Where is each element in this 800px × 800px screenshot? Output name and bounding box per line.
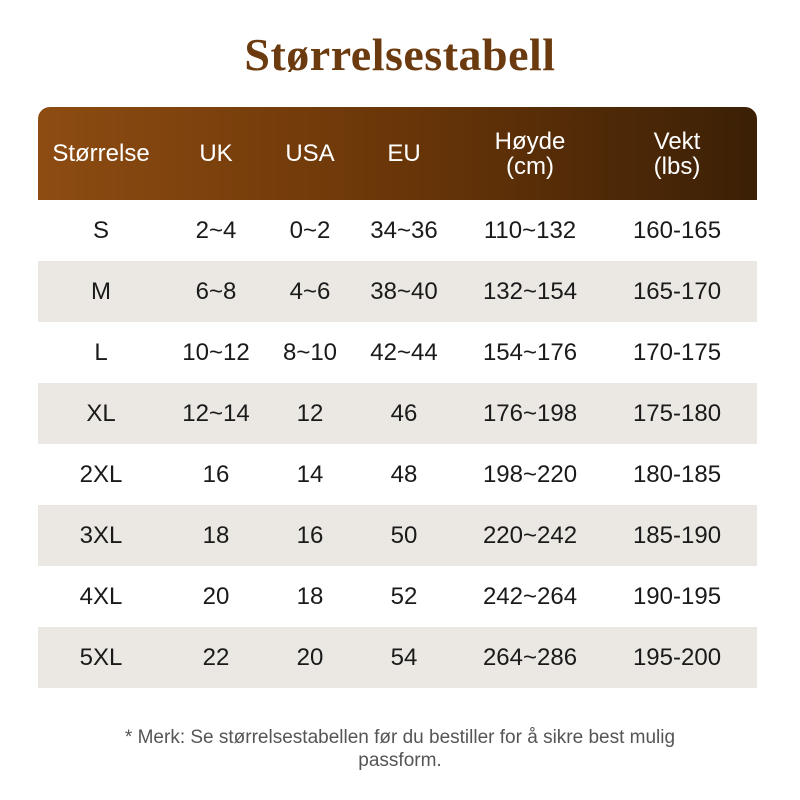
table-row: 5XL 22 20 54 264~286 195-200 (38, 627, 757, 688)
table-cell: 6~8 (195, 277, 237, 305)
table-row: 4XL 20 18 52 242~264 190-195 (38, 566, 757, 627)
table-cell: 175-180 (632, 399, 722, 427)
header-text: (cm) (506, 152, 554, 180)
header-cell: EU (387, 107, 420, 200)
table-row: M 6~8 4~6 38~40 132~154 165-170 (38, 261, 757, 322)
footnote-line: passform. (358, 750, 442, 771)
table-row: XL 12~14 12 46 176~198 175-180 (38, 383, 757, 444)
table-cell: 195-200 (632, 643, 722, 671)
table-cell: 2~4 (195, 216, 237, 244)
header-text: EU (387, 140, 421, 167)
table-cell: 5XL (79, 643, 123, 671)
table-cell: 16 (202, 460, 230, 488)
table-cell: 180-185 (632, 460, 722, 488)
table-cell: 12~14 (182, 399, 250, 427)
header-text: (lbs) (653, 152, 701, 180)
table-cell: 18 (202, 521, 230, 549)
header-cell: Størrelse (52, 107, 149, 200)
table-cell: 16 (296, 521, 324, 549)
size-table: Størrelse UK USA EU Høyde (cm) Vekt (lbs) S 2~4 0~… (38, 107, 757, 688)
table-cell: 176~198 (482, 399, 578, 427)
table-cell: 48 (390, 460, 418, 488)
table-cell: 8~10 (282, 338, 338, 366)
header-cell: UK (199, 107, 232, 200)
table-row: 3XL 18 16 50 220~242 185-190 (38, 505, 757, 566)
table-cell: 50 (390, 521, 418, 549)
header-text: Størrelse (52, 140, 150, 167)
table-cell: 220~242 (482, 521, 578, 549)
table-cell: 190-195 (632, 582, 722, 610)
table-cell: 34~36 (370, 216, 438, 244)
table-cell: 185-190 (632, 521, 722, 549)
footnote: * Merk: Se størrelsestabellen før du bes… (0, 726, 800, 772)
table-cell: XL (86, 399, 116, 427)
table-cell: 14 (296, 460, 324, 488)
table-cell: M (91, 277, 111, 305)
table-row: 2XL 16 14 48 198~220 180-185 (38, 444, 757, 505)
header-text: USA (285, 140, 335, 167)
table-cell: 12 (296, 399, 324, 427)
table-cell: 46 (390, 399, 418, 427)
table-cell: 42~44 (370, 338, 438, 366)
table-cell: 4~6 (289, 277, 331, 305)
header-cell: USA (285, 107, 334, 200)
table-cell: 132~154 (482, 277, 578, 305)
table-cell: 160-165 (632, 216, 722, 244)
table-cell: 4XL (79, 582, 123, 610)
table-cell: 264~286 (482, 643, 578, 671)
table-cell: 242~264 (482, 582, 578, 610)
table-cell: 3XL (79, 521, 123, 549)
header-cell: Vekt (lbs) (654, 107, 701, 200)
header-row: Størrelse UK USA EU Høyde (cm) Vekt (lbs) (38, 107, 757, 200)
table-cell: 2XL (79, 460, 123, 488)
table-cell: 10~12 (182, 338, 250, 366)
table-cell: S (92, 216, 110, 244)
table-cell: 110~132 (483, 216, 577, 244)
table-cell: 170-175 (632, 338, 722, 366)
header-text: UK (199, 140, 233, 167)
table-row: S 2~4 0~2 34~36 110~132 160-165 (38, 200, 757, 261)
footnote-line: * Merk: Se størrelsestabellen før du bes… (124, 727, 676, 748)
table-cell: L (94, 338, 108, 366)
table-row: L 10~12 8~10 42~44 154~176 170-175 (38, 322, 757, 383)
header-text: Høyde (494, 127, 566, 155)
table-cell: 52 (390, 582, 418, 610)
table-cell: 165-170 (632, 277, 722, 305)
table-cell: 38~40 (370, 277, 438, 305)
header-cell: Høyde (cm) (495, 107, 566, 200)
table-cell: 154~176 (482, 338, 578, 366)
table-cell: 0~2 (289, 216, 331, 244)
title: Størrelsestabell (244, 29, 556, 80)
header-text: Vekt (653, 127, 701, 155)
table-cell: 20 (296, 643, 324, 671)
table-cell: 198~220 (482, 460, 578, 488)
table-cell: 18 (296, 582, 324, 610)
table-cell: 54 (390, 643, 418, 671)
table-cell: 20 (202, 582, 230, 610)
table-cell: 22 (202, 643, 230, 671)
